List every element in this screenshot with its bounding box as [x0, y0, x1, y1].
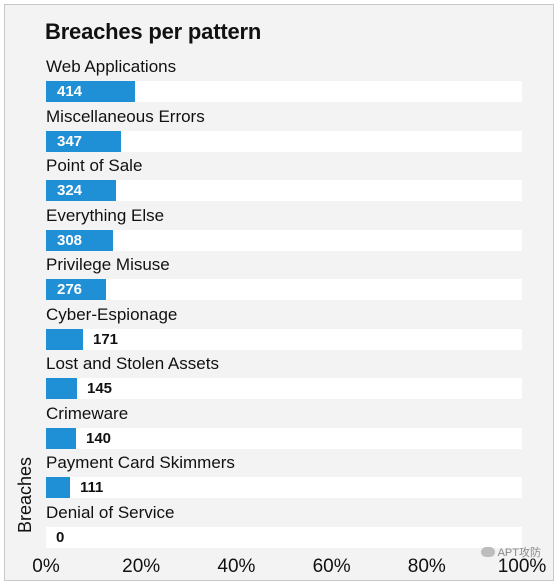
y-axis-label: Breaches	[15, 456, 35, 534]
category-label: Denial of Service	[46, 502, 175, 522]
value-label: 111	[80, 479, 104, 496]
bar-track: 276	[46, 279, 522, 300]
value-label: 276	[57, 281, 83, 298]
category-label: Cyber-Espionage	[46, 304, 178, 324]
bar	[46, 477, 70, 498]
value-label: 324	[57, 182, 83, 199]
bar-track: 308	[46, 229, 522, 251]
x-tick-label: 80%	[407, 556, 446, 577]
category-label: Crimeware	[46, 403, 129, 423]
bar-track: 414	[46, 81, 522, 102]
bar-track: 324	[46, 180, 522, 201]
category-label: Point of Sale	[46, 156, 143, 175]
chart-frame: Breaches per pattern Breaches Web Applic…	[4, 4, 554, 581]
x-tick-label: 0%	[32, 556, 60, 577]
bar-track: 140	[46, 427, 522, 449]
wechat-icon	[480, 547, 495, 557]
x-tick-label: 100%	[497, 556, 547, 577]
bar-track: 0	[46, 526, 522, 548]
value-label: 414	[57, 83, 83, 100]
value-label: 145	[87, 380, 113, 397]
bar	[46, 180, 116, 201]
category-label: Payment Card Skimmers	[46, 453, 235, 472]
bar-track: 171	[46, 328, 522, 350]
x-tick-label: 20%	[122, 556, 161, 577]
bar	[46, 81, 135, 102]
category-label: Everything Else	[46, 205, 165, 225]
bar	[46, 279, 106, 300]
value-label: 140	[86, 429, 112, 447]
bar	[46, 229, 113, 251]
watermark-text: APT攻防	[497, 547, 541, 559]
category-label: Lost and Stolen Assets	[46, 354, 219, 373]
x-tick-label: 40%	[217, 556, 256, 577]
value-label: 347	[57, 132, 83, 150]
category-label: Miscellaneous Errors	[46, 106, 205, 126]
category-label: Web Applications	[46, 57, 177, 76]
value-label: 0	[56, 528, 65, 546]
bar-track: 111	[46, 477, 522, 498]
bar	[46, 328, 83, 350]
x-tick-label: 60%	[312, 556, 351, 577]
value-label: 308	[57, 231, 83, 249]
chart-title: Breaches per pattern	[45, 19, 262, 44]
category-label: Privilege Misuse	[46, 255, 170, 274]
bar-track: 145	[46, 378, 522, 399]
bar-track: 347	[46, 130, 522, 152]
bar	[46, 130, 121, 152]
bar	[46, 378, 77, 399]
watermark: APT攻防	[480, 544, 541, 560]
bar	[46, 427, 76, 449]
value-label: 171	[93, 330, 119, 348]
